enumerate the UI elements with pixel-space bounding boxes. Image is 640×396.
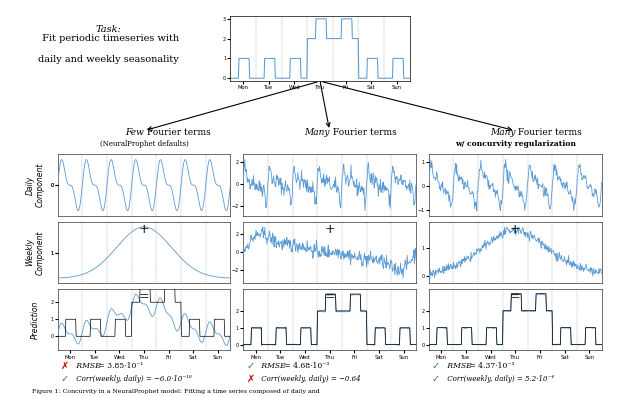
Text: ✗: ✗ [61,361,69,371]
Text: Weekly
Component: Weekly Component [26,230,45,275]
Text: Corr(weekly, daily) = −0.64: Corr(weekly, daily) = −0.64 [259,375,361,383]
Text: RMSE: RMSE [74,362,100,370]
Text: +: + [139,223,149,236]
Text: Fourier terms: Fourier terms [144,128,211,137]
Text: +: + [324,223,335,236]
Text: RMSE: RMSE [259,362,286,370]
Text: +: + [510,223,520,236]
Text: daily and weekly seasonality: daily and weekly seasonality [38,55,179,65]
Text: (NeuralProphet defaults): (NeuralProphet defaults) [100,140,188,148]
Text: = 4.37·10⁻³: = 4.37·10⁻³ [467,362,515,370]
Text: ✓: ✓ [246,361,255,371]
Text: RMSE: RMSE [445,362,472,370]
Text: Corr(weekly, daily) = −6.0·10⁻¹⁰: Corr(weekly, daily) = −6.0·10⁻¹⁰ [74,375,191,383]
Text: Many: Many [304,128,330,137]
Text: Fourier terms: Fourier terms [515,128,582,137]
Text: ✓: ✓ [61,374,69,385]
Text: Fit periodic timeseries with: Fit periodic timeseries with [39,34,179,43]
Text: = 3.85·10⁻¹: = 3.85·10⁻¹ [96,362,143,370]
Text: Fourier terms: Fourier terms [330,128,396,137]
Text: Few: Few [125,128,144,137]
Text: Daily
Component: Daily Component [26,163,45,208]
Text: Prediction: Prediction [31,301,40,339]
Text: w/ concurvity regularization: w/ concurvity regularization [454,140,576,148]
Text: Corr(weekly, daily) = 5.2·10⁻⁴: Corr(weekly, daily) = 5.2·10⁻⁴ [445,375,554,383]
Text: Task:: Task: [96,25,122,34]
Text: ✓: ✓ [432,361,440,371]
Text: ✗: ✗ [246,374,255,385]
Text: ✓: ✓ [432,374,440,385]
Text: =: = [139,290,149,303]
Text: =: = [324,290,335,303]
Text: Figure 1: Concurvity in a NeuralProphet model: Fitting a time series composed of: Figure 1: Concurvity in a NeuralProphet … [32,389,320,394]
Text: =: = [510,290,520,303]
Text: = 4.68·10⁻³: = 4.68·10⁻³ [282,362,329,370]
Text: Many: Many [490,128,515,137]
